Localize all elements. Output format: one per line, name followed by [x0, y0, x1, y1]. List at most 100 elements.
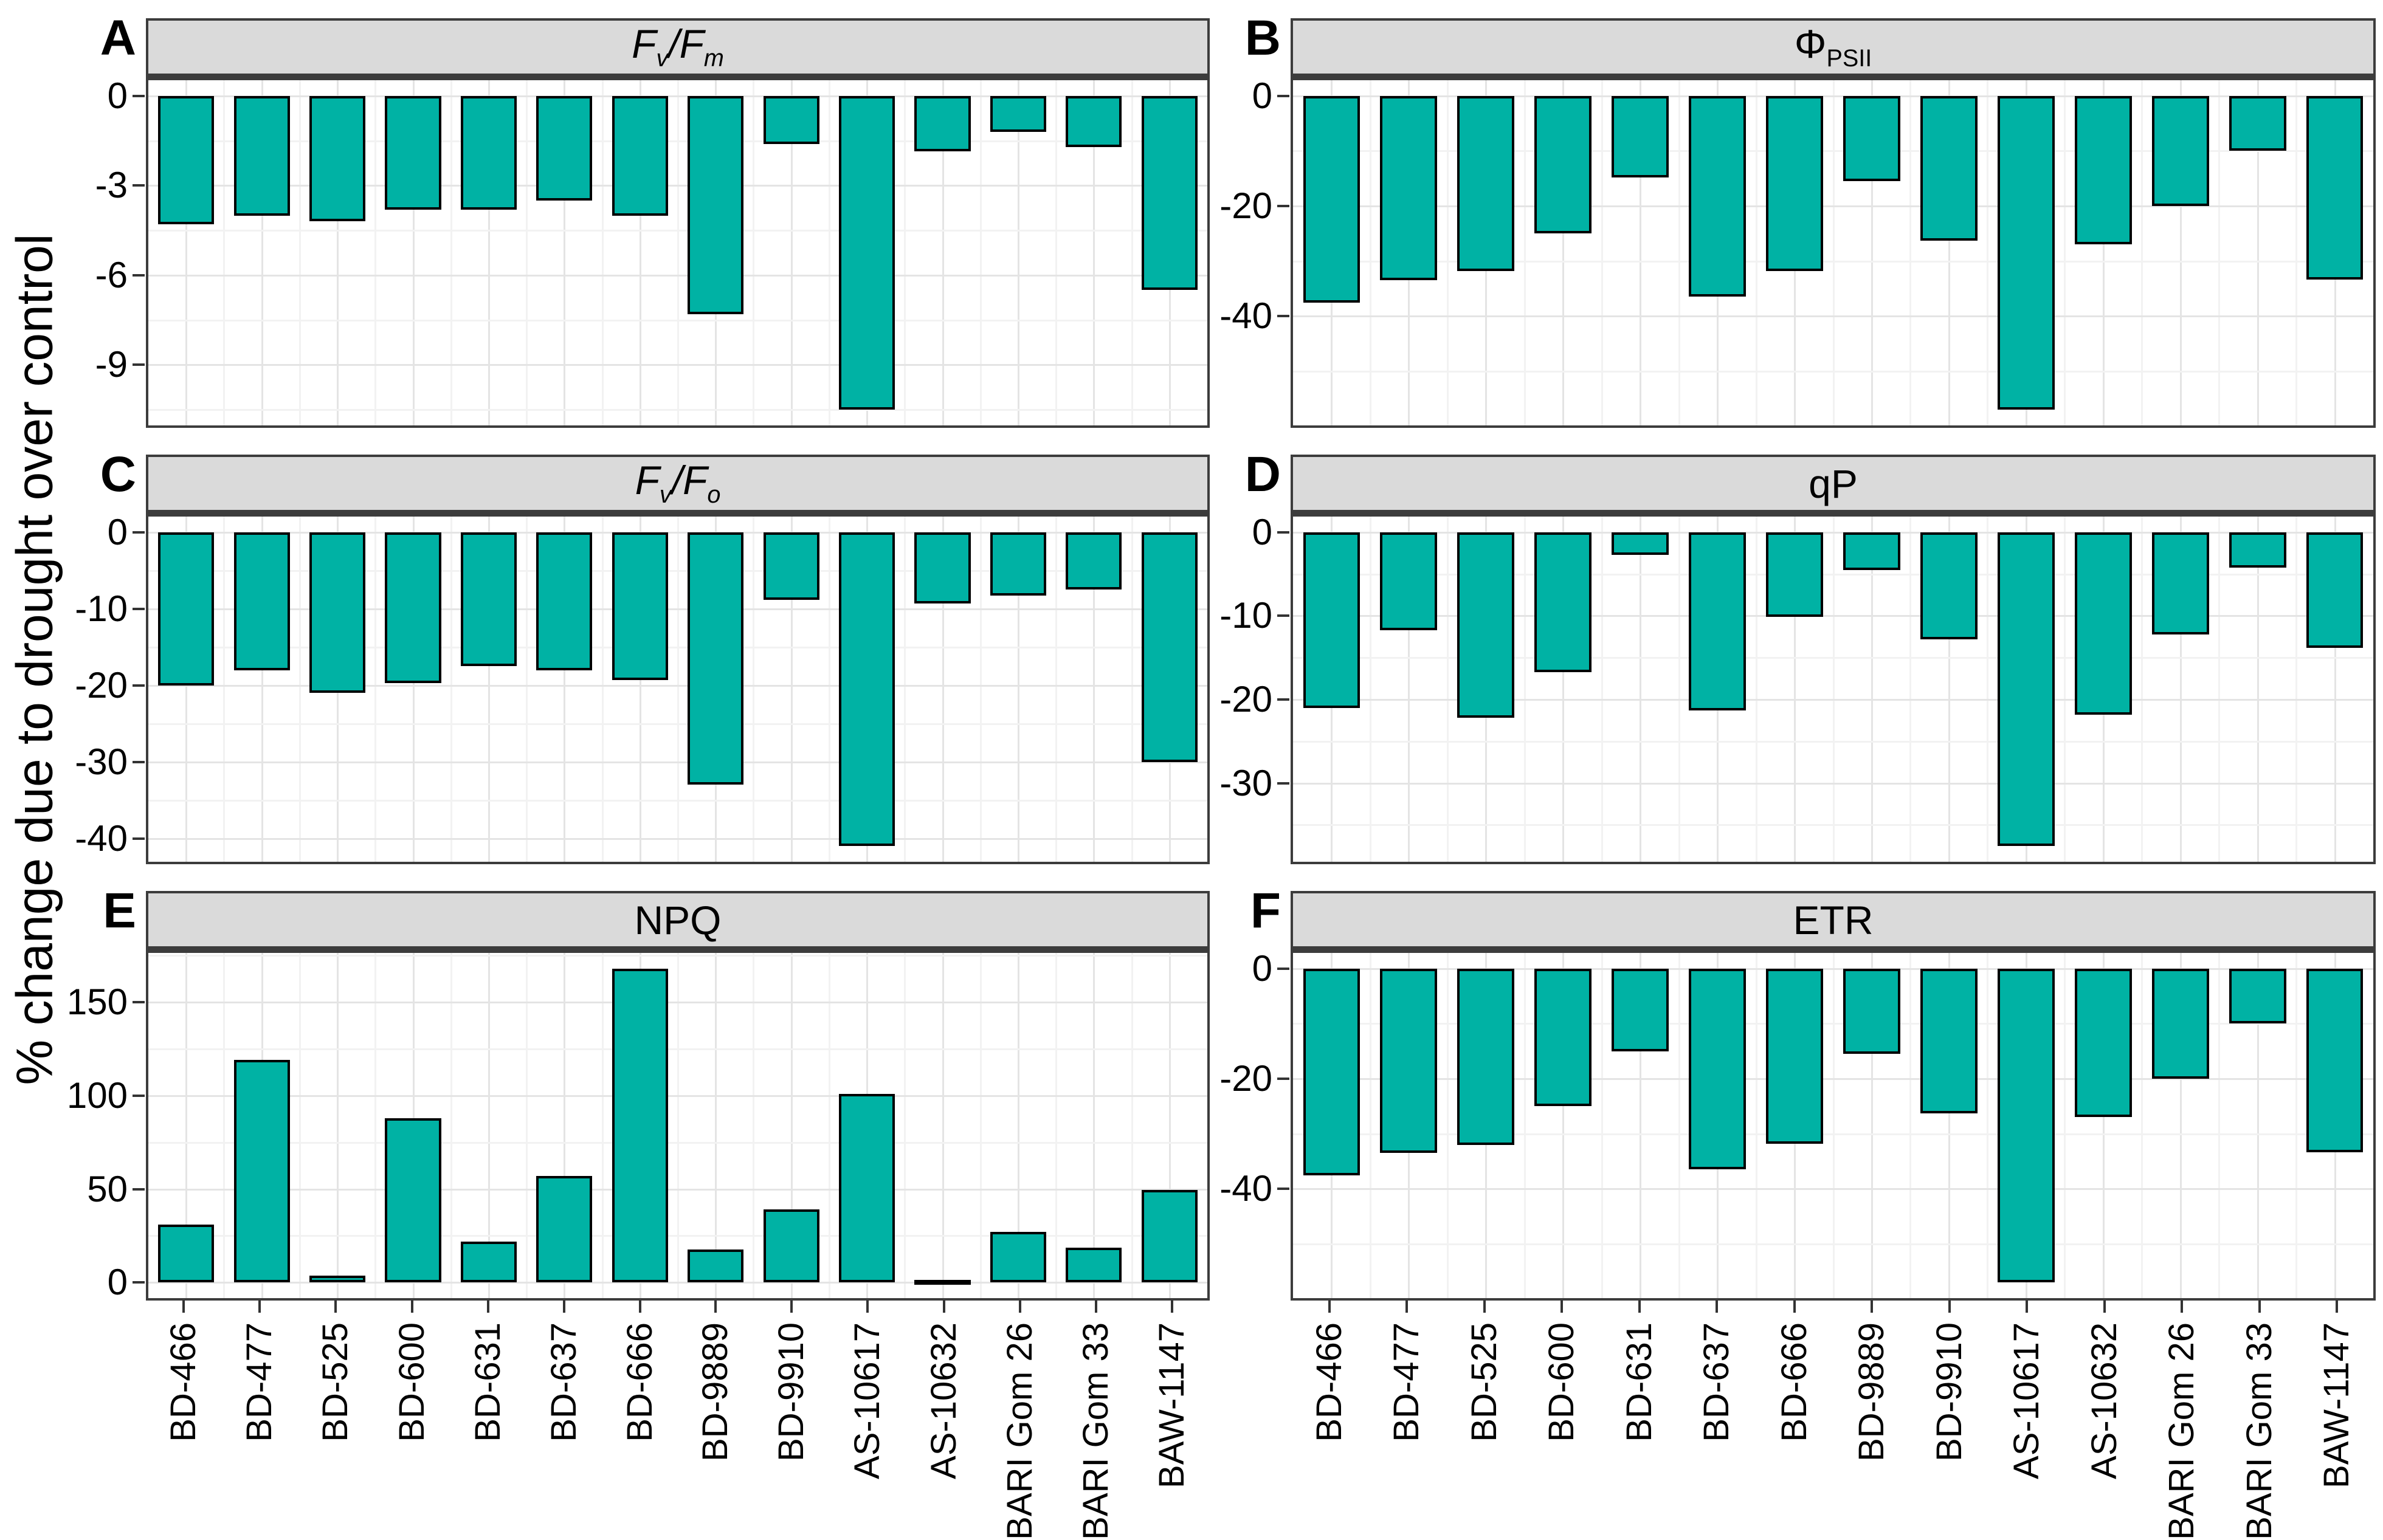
grid-v-major — [1794, 517, 1796, 862]
grid-h-minor — [1293, 1023, 2373, 1025]
grid-v-major — [942, 517, 944, 862]
panel-A-main: Fv/Fm — [146, 18, 1210, 428]
grid-h-major — [148, 531, 1207, 534]
x-axis-label-BD-600: BD-600 — [391, 1322, 432, 1442]
grid-h-minor — [148, 955, 1207, 957]
grid-v-minor — [1601, 517, 1603, 862]
bar-BD-631 — [460, 1241, 517, 1283]
bar-BD-9910 — [1920, 95, 1978, 241]
grid-h-major — [148, 761, 1207, 763]
y-tick-mark — [133, 1001, 145, 1004]
panel-E-axis-gutter: E 0 50 100 150 — [67, 886, 146, 1530]
grid-v-major — [1948, 517, 1950, 862]
x-tick-mark — [410, 1301, 413, 1313]
grid-v-major — [1640, 953, 1642, 1298]
y-tick-label: -30 — [1219, 762, 1272, 803]
x-axis-label-BD-666: BD-666 — [619, 1322, 660, 1442]
y-tick-label: -20 — [1219, 185, 1272, 226]
panel-E-main: NPQ BD-466 BD-477 BD-525 BD-600 BD-631 BD-637… — [146, 891, 1210, 1540]
grid-h-minor — [1293, 260, 2373, 263]
grid-h-major — [1293, 205, 2373, 207]
bar-AS-10617 — [839, 1093, 895, 1283]
grid-v-major — [1871, 80, 1873, 425]
grid-h-minor — [148, 723, 1207, 725]
y-tick-label: 0 — [1252, 511, 1272, 552]
grid-v-major — [1017, 517, 1019, 862]
grid-h-minor — [148, 1235, 1207, 1237]
grid-v-minor — [1131, 517, 1133, 862]
grid-v-minor — [298, 80, 301, 425]
panel-title-segment: o — [707, 481, 721, 508]
grid-v-minor — [677, 517, 679, 862]
grid-h-minor — [1293, 1243, 2373, 1245]
bar-BD-477 — [233, 1060, 290, 1283]
bar-BD-637 — [536, 1175, 593, 1283]
grid-v-major — [564, 953, 566, 1298]
grid-v-minor — [1678, 517, 1680, 862]
y-tick-label: -40 — [1219, 295, 1272, 337]
x-tick-mark — [866, 1301, 869, 1313]
grid-h-major — [1293, 1078, 2373, 1080]
grid-v-minor — [223, 953, 226, 1298]
grid-v-minor — [1446, 517, 1449, 862]
grid-v-minor — [1601, 80, 1603, 425]
grid-v-minor — [2218, 517, 2221, 862]
grid-v-minor — [2141, 953, 2143, 1298]
y-tick-label: 50 — [87, 1168, 128, 1209]
grid-v-major — [1408, 517, 1410, 862]
y-tick-mark — [133, 273, 145, 277]
panel-title-segment: v — [659, 481, 672, 508]
grid-v-minor — [677, 953, 679, 1298]
y-tick-label: 0 — [1252, 947, 1272, 989]
y-tick-mark — [1277, 1188, 1289, 1191]
grid-h-minor — [148, 230, 1207, 232]
bar-BD-525 — [309, 1276, 366, 1283]
grid-v-minor — [1055, 953, 1058, 1298]
grid-v-major — [1562, 953, 1565, 1298]
panel-A-y-ticks: 0 -3 -6 -9 — [67, 78, 146, 425]
bar-BD-9889 — [1843, 95, 1900, 182]
grid-v-minor — [1601, 953, 1603, 1298]
bar-BD-9910 — [1920, 532, 1978, 639]
y-tick-label: -3 — [95, 165, 128, 206]
grid-v-minor — [1909, 517, 1912, 862]
grid-v-minor — [828, 80, 830, 425]
grid-h-major — [148, 684, 1207, 687]
grid-v-major — [2257, 517, 2259, 862]
grid-v-major — [1871, 517, 1873, 862]
grid-h-minor — [148, 569, 1207, 572]
bar-BD-477 — [1380, 968, 1438, 1153]
grid-v-major — [1948, 953, 1950, 1298]
grid-v-major — [942, 953, 944, 1298]
bar-BD-637 — [536, 96, 593, 201]
grid-h-major — [1293, 615, 2373, 617]
grid-v-minor — [1755, 80, 1757, 425]
grid-v-minor — [1987, 80, 1989, 425]
bar-BAW-1147 — [1141, 96, 1198, 290]
bar-BD-600 — [385, 96, 441, 210]
grid-v-major — [337, 953, 339, 1298]
panel-E-plot — [146, 949, 1210, 1301]
panel-F: F 0 -20 -40 ETR BD-466 BD-477 BD-525 BD-600 BD… — [1210, 886, 2376, 1540]
grid-v-minor — [526, 80, 528, 425]
y-axis-title: % change due to drought over control — [0, 18, 68, 1301]
grid-v-major — [2102, 80, 2105, 425]
grid-v-minor — [904, 953, 906, 1298]
bar-BD-525 — [1457, 532, 1515, 718]
x-axis-label-BARI Gom 26: BARI Gom 26 — [999, 1322, 1040, 1540]
panel-D: D 0 -10 -20 -30 qP — [1210, 450, 2376, 864]
grid-v-minor — [677, 80, 679, 425]
bar-BD-466 — [158, 1224, 215, 1283]
panel-B-strip: ΦPSII — [1291, 18, 2376, 77]
bar-BD-600 — [385, 1118, 441, 1283]
grid-h-major — [148, 95, 1207, 98]
panel-B-main: ΦPSII — [1291, 18, 2376, 428]
bar-BD-9889 — [688, 532, 744, 785]
panel-title-segment: F — [632, 21, 657, 66]
bar-AS-10617 — [839, 532, 895, 847]
x-axis-label-BD-525: BD-525 — [1464, 1322, 1504, 1442]
bar-BD-666 — [1766, 968, 1823, 1144]
grid-v-minor — [1446, 80, 1449, 425]
panel-C-letter: C — [100, 447, 136, 502]
bar-BD-637 — [1689, 968, 1747, 1170]
